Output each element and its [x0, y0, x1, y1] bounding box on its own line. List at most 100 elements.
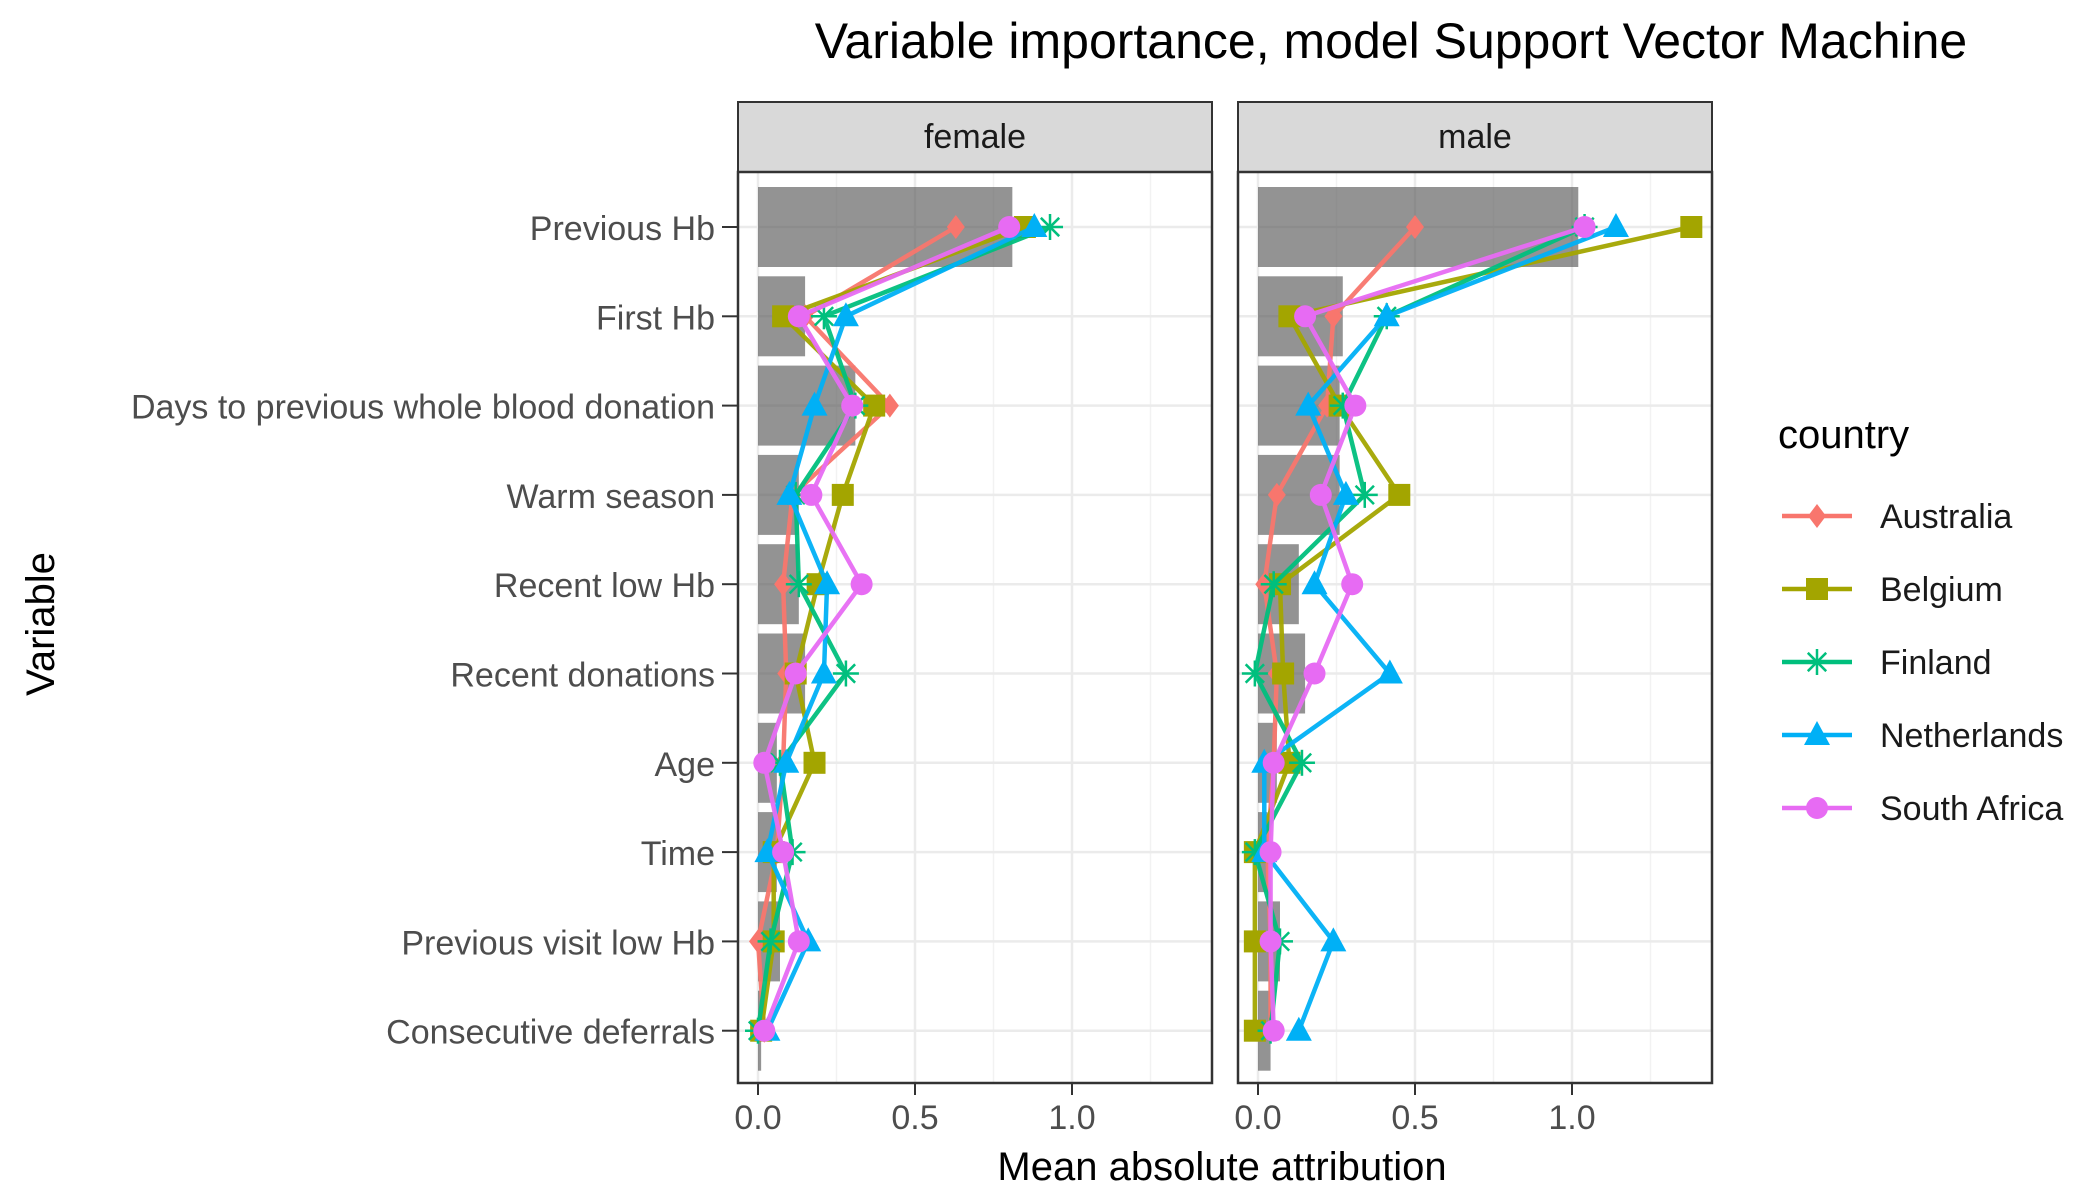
legend-label: South Africa [1880, 790, 2063, 828]
asterisk-marker [1351, 481, 1378, 508]
triangle-marker [1301, 570, 1328, 595]
asterisk-stroke [813, 306, 835, 327]
triangle-marker [1376, 659, 1403, 684]
y-tick-label: Warm season [507, 478, 715, 516]
panel-female: female 0.0 0.5 1.0 [734, 101, 1214, 1137]
triangle-marker [1285, 1016, 1312, 1041]
x-tick-label: 1.0 [1048, 1099, 1095, 1137]
triangle-marker [776, 480, 803, 505]
asterisk-stroke [1244, 663, 1265, 684]
circle-marker [1294, 305, 1317, 328]
square-marker [803, 751, 826, 774]
y-tick-label: Time [641, 835, 715, 873]
grid-lines [1238, 172, 1712, 1083]
diamond-marker [880, 393, 899, 418]
legend-item-netherlands: Netherlands [1782, 717, 2063, 755]
y-tick-label: Recent donations [450, 657, 715, 695]
triangle-marker [1320, 927, 1347, 952]
square-marker [1806, 578, 1828, 600]
legend-label: Belgium [1880, 571, 2003, 609]
asterisk-marker [1260, 571, 1287, 598]
facet-panels: female 0.0 0.5 1.0 male 0.0 0.5 1.0 [734, 101, 1714, 1137]
circle-marker [1259, 841, 1282, 864]
series-line [761, 224, 1011, 1032]
x-tick-label: 0.5 [1391, 1099, 1438, 1137]
square-marker [1272, 662, 1295, 685]
circle-marker [784, 662, 807, 685]
y-tick-label: Consecutive deferrals [386, 1014, 715, 1052]
square-marker [772, 305, 795, 328]
importance-bar [758, 187, 1013, 267]
y-axis-title: Variable [19, 552, 63, 696]
diamond-marker [946, 215, 965, 239]
circle-marker [1262, 751, 1285, 774]
asterisk-stroke [1291, 752, 1313, 773]
triangle-marker [810, 659, 837, 684]
legend-label: Netherlands [1880, 717, 2063, 755]
panel-border [1236, 170, 1714, 1085]
triangle-marker [1295, 391, 1322, 416]
legend: country Australia Belgium Finland Netherlan… [1778, 413, 2063, 828]
asterisk-stroke [788, 574, 809, 595]
asterisk-stroke [835, 663, 856, 684]
series-netherlands [1251, 213, 1629, 1041]
triangle-marker [832, 302, 859, 327]
series-line [1252, 224, 1692, 1031]
x-tick-label: 0.0 [1234, 1099, 1281, 1137]
series-line [1262, 224, 1617, 1032]
x-tick-label: 1.0 [1548, 1099, 1595, 1137]
triangle-marker [814, 570, 841, 595]
circle-marker [998, 216, 1021, 238]
circle-marker [1303, 662, 1326, 685]
series-south-africa [1259, 216, 1596, 1042]
panel-border [736, 170, 1214, 1085]
square-marker [831, 483, 854, 506]
panel-male: male 0.0 0.5 1.0 [1234, 101, 1714, 1137]
legend-title: country [1778, 413, 1909, 457]
diamond-marker [774, 572, 793, 597]
legend-label: Finland [1880, 644, 1992, 682]
series-line [755, 225, 957, 1031]
diamond-marker [1406, 215, 1424, 239]
asterisk-marker [757, 928, 784, 955]
square-marker [1243, 930, 1266, 953]
triangle-marker [1332, 480, 1359, 505]
facet-strip-label: male [1438, 118, 1512, 156]
y-tick-label: Previous visit low Hb [401, 924, 715, 962]
circle-marker [787, 305, 810, 328]
triangle-marker [801, 391, 828, 416]
asterisk-marker [832, 660, 859, 687]
facet-strip [737, 101, 1213, 173]
triangle-marker [1021, 213, 1048, 237]
legend-item-australia: Australia [1782, 498, 2012, 536]
series-line [1268, 224, 1586, 1031]
circle-marker [1806, 797, 1828, 819]
circle-marker [1341, 573, 1364, 596]
asterisk-marker [785, 571, 812, 598]
series-line [765, 224, 1036, 1032]
square-marker [863, 394, 886, 417]
circle-marker [753, 1019, 776, 1042]
diamond-marker [1808, 504, 1826, 528]
circle-marker [1262, 1019, 1285, 1042]
circle-marker [1309, 483, 1332, 506]
series-line [1252, 224, 1586, 1031]
asterisk-stroke [1354, 484, 1375, 505]
circle-marker [850, 573, 873, 596]
asterisk-marker [1288, 749, 1315, 776]
x-axis-title: Mean absolute attribution [997, 1145, 1446, 1189]
asterisk-marker [1241, 660, 1268, 687]
triangle-marker [1602, 213, 1629, 237]
x-tick-label: 0.5 [891, 1099, 938, 1137]
diamond-marker [1267, 482, 1286, 507]
y-tick-labels: Previous Hb First Hb Days to previous whol… [131, 210, 738, 1052]
asterisk-marker [1804, 649, 1830, 675]
circle-marker [772, 841, 795, 864]
facet-strip-label: female [924, 118, 1026, 156]
square-marker [1278, 305, 1301, 328]
asterisk-stroke [1263, 574, 1284, 595]
x-tick-label: 0.0 [734, 1099, 781, 1137]
square-marker [1680, 216, 1703, 238]
series-south-africa [753, 216, 1021, 1042]
